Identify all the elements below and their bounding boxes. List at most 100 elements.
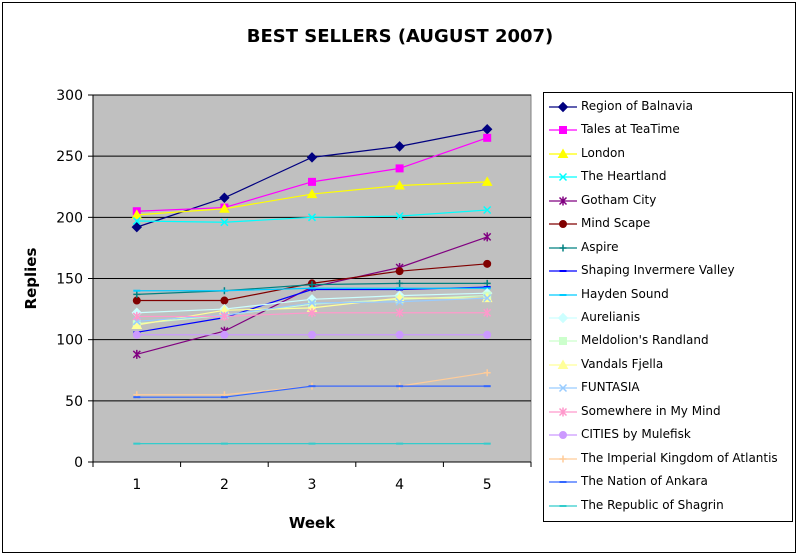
legend-marker — [549, 126, 577, 135]
data-point — [132, 296, 141, 305]
legend-item: Gotham City — [544, 191, 792, 214]
legend-item: The Imperial Kingdom of Atlantis — [544, 449, 792, 472]
legend-marker — [549, 407, 577, 417]
x-tick-label: 1 — [132, 477, 141, 493]
series-17 — [133, 385, 491, 399]
data-point — [483, 308, 492, 318]
legend-item: Somewhere in My Mind — [544, 402, 792, 425]
y-tick-label: 250 — [56, 149, 83, 165]
data-point — [132, 216, 141, 226]
x-tick-label: 4 — [395, 477, 404, 493]
legend-marker — [549, 220, 577, 229]
legend-item: The Heartland — [544, 167, 792, 190]
data-point — [131, 209, 143, 219]
y-tick-label: 100 — [56, 333, 83, 349]
data-point — [308, 177, 316, 186]
data-point — [483, 330, 492, 339]
legend-label: Somewhere in My Mind — [581, 403, 721, 418]
data-point — [395, 164, 404, 173]
data-point — [131, 221, 143, 233]
data-point — [395, 297, 404, 306]
x-tick-label: 5 — [483, 477, 492, 493]
legend-symbol — [558, 196, 568, 206]
legend-item: Vandals Fjella — [544, 355, 792, 378]
data-point — [133, 290, 141, 298]
legend-symbol — [559, 337, 567, 346]
x-axis-label: Week — [289, 514, 336, 532]
legend-symbol — [558, 173, 568, 182]
data-point — [132, 349, 141, 359]
legend-marker — [549, 196, 577, 206]
y-tick-label: 50 — [65, 394, 83, 410]
data-point — [308, 281, 316, 289]
y-tick-label: 150 — [56, 272, 83, 288]
data-point — [220, 218, 229, 227]
legend-marker — [549, 270, 577, 273]
legend-marker — [549, 359, 577, 369]
legend-symbol — [557, 148, 569, 158]
data-point — [395, 212, 404, 221]
legend-label: Vandals Fjella — [581, 356, 664, 371]
data-point — [220, 296, 229, 305]
data-point — [483, 205, 492, 215]
data-point — [307, 308, 317, 318]
series-layer — [131, 124, 493, 445]
legend-marker — [549, 312, 577, 324]
legend-marker — [549, 337, 577, 346]
x-tick-label: 3 — [308, 477, 317, 493]
legend-marker — [549, 481, 577, 484]
legend-marker — [549, 101, 577, 113]
data-point — [308, 330, 316, 339]
legend-item: Aspire — [544, 238, 792, 261]
legend-item: Hayden Sound — [544, 285, 792, 308]
data-point — [220, 330, 229, 339]
data-point — [395, 267, 404, 276]
legend-item: CITIES by Mulefisk — [544, 425, 792, 448]
legend-label: CITIES by Mulefisk — [581, 427, 691, 442]
legend-marker — [549, 244, 577, 252]
legend-label: Region of Balnavia — [581, 99, 693, 113]
legend-item: The Nation of Ankara — [544, 472, 792, 495]
x-tick-label: 2 — [220, 477, 229, 493]
legend-item: FUNTASIA — [544, 378, 792, 401]
data-point — [394, 180, 405, 190]
legend-symbol — [557, 101, 569, 113]
legend-marker — [549, 504, 577, 507]
data-point — [483, 294, 492, 303]
legend-item: Tales at TeaTime — [544, 120, 792, 143]
legend-marker — [549, 293, 577, 296]
legend-label: Tales at TeaTime — [581, 122, 680, 137]
series-1 — [131, 124, 493, 233]
data-point — [132, 330, 141, 339]
legend-symbol — [558, 407, 568, 417]
legend-label: The Imperial Kingdom of Atlantis — [581, 450, 778, 465]
legend-label: Shaping Invermere Valley — [581, 263, 735, 278]
legend-symbol — [559, 126, 567, 135]
data-point — [395, 330, 404, 339]
y-tick-label: 0 — [74, 455, 83, 471]
legend-label: Aurelianis — [581, 310, 641, 324]
data-point — [307, 213, 317, 222]
y-tick-label: 200 — [56, 210, 83, 226]
legend-item: Region of Balnavia — [544, 97, 792, 120]
legend-item: Mind Scape — [544, 214, 792, 237]
data-point — [483, 259, 492, 268]
series-7 — [133, 279, 491, 298]
legend-symbol — [557, 359, 569, 369]
legend-symbol — [559, 455, 567, 463]
legend-symbol — [559, 220, 567, 229]
data-point — [394, 141, 405, 152]
legend-marker — [549, 431, 577, 440]
legend-marker — [549, 455, 577, 463]
series-3 — [131, 176, 493, 219]
legend-item: Meldolion's Randland — [544, 331, 792, 354]
legend-label: The Republic of Shagrin — [581, 497, 724, 512]
data-point — [483, 232, 492, 242]
legend: Region of Balnavia Tales at TeaTime London… — [543, 92, 793, 522]
data-point — [219, 203, 230, 213]
legend-item: London — [544, 144, 792, 167]
data-point — [483, 369, 491, 377]
series-14 — [132, 308, 492, 321]
legend-item: Shaping Invermere Valley — [544, 261, 792, 284]
